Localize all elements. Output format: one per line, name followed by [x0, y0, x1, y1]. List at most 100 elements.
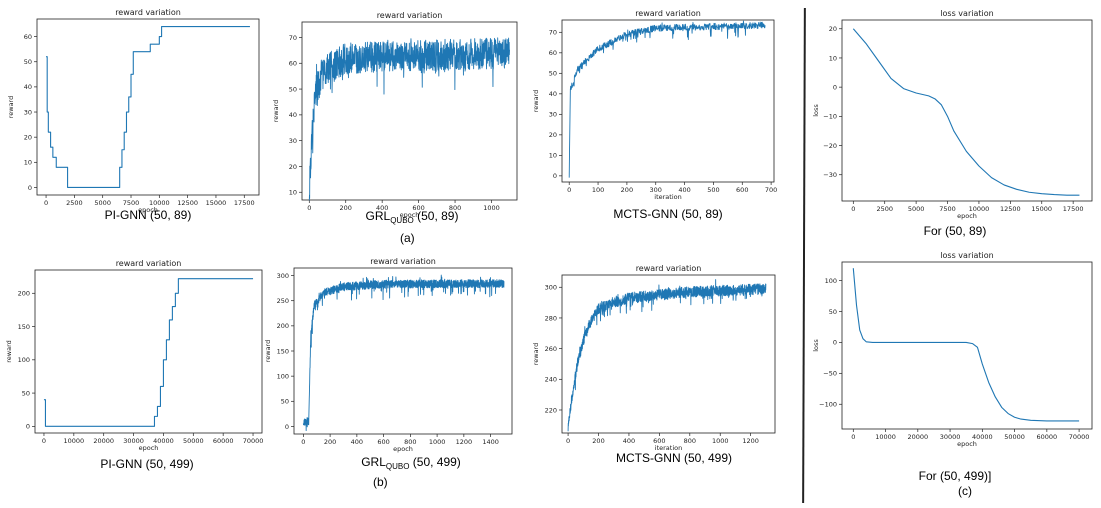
chart-caption: MCTS-GNN (50, 89) — [613, 207, 722, 221]
series-line — [568, 20, 766, 178]
chart-title: reward variation — [116, 259, 182, 268]
y-tick-label: −100 — [819, 401, 837, 409]
chart-title: reward variation — [635, 9, 701, 18]
x-tick-label: 300 — [650, 186, 662, 194]
x-tick-label: 50000 — [183, 437, 204, 445]
y-tick-label: 300 — [277, 272, 289, 280]
y-axis-label: reward — [532, 90, 540, 113]
y-tick-label: 100 — [277, 372, 289, 380]
x-tick-label: 600 — [412, 204, 424, 212]
x-tick-label: 800 — [404, 438, 416, 446]
caption-tail: (50, 89) — [413, 209, 459, 223]
y-tick-label: 0 — [833, 339, 837, 347]
x-axis-label: iteration — [654, 193, 681, 201]
x-tick-label: 40000 — [972, 433, 993, 441]
x-tick-label: 30000 — [123, 437, 144, 445]
caption-main: PI-GNN (50, 499) — [100, 457, 194, 471]
x-tick-label: 5000 — [908, 205, 925, 213]
y-tick-label: 60 — [24, 33, 32, 41]
x-tick-label: 1400 — [482, 438, 499, 446]
x-tick-label: 0 — [851, 205, 855, 213]
x-tick-label: 500 — [707, 186, 719, 194]
y-tick-label: 280 — [545, 314, 557, 322]
y-tick-label: 30 — [289, 137, 297, 145]
y-tick-label: 70 — [549, 29, 557, 37]
series-line — [852, 268, 1080, 422]
y-tick-label: 300 — [545, 284, 557, 292]
y-tick-label: 20 — [24, 133, 32, 141]
x-tick-label: 600 — [653, 437, 665, 445]
x-tick-label: 600 — [736, 186, 748, 194]
caption-main: MCTS-GNN (50, 89) — [613, 207, 723, 221]
plot-frame — [301, 21, 518, 201]
chart-b2: reward variation 0 200 400 600 800 1000 1200 140… — [258, 248, 528, 468]
x-tick-label: 20000 — [907, 433, 928, 441]
y-tick-label: 40 — [549, 90, 557, 98]
series-line — [46, 25, 250, 189]
caption-subscript: QUBO — [390, 216, 414, 225]
x-tick-label: 400 — [351, 438, 363, 446]
series-line — [43, 278, 254, 427]
x-tick-label: 600 — [377, 438, 389, 446]
x-tick-label: 400 — [623, 437, 635, 445]
y-tick-label: 0 — [285, 423, 289, 431]
x-tick-label: 10000 — [149, 199, 170, 207]
series-line — [302, 274, 505, 432]
x-tick-label: 0 — [307, 204, 311, 212]
x-axis-label: epoch — [139, 444, 159, 452]
y-tick-label: 200 — [18, 290, 30, 298]
x-tick-label: 10000 — [969, 205, 990, 213]
y-axis-label: loss — [812, 339, 820, 352]
y-axis-label: loss — [812, 104, 820, 117]
chart-caption: GRLQUBO (50, 499) — [361, 455, 461, 471]
x-tick-label: 0 — [42, 437, 46, 445]
y-tick-label: 40 — [289, 111, 297, 119]
x-tick-label: 1000 — [429, 438, 446, 446]
y-tick-label: 30 — [24, 108, 32, 116]
y-tick-label: 220 — [545, 406, 557, 414]
x-tick-label: 2500 — [66, 199, 83, 207]
chart-c2: loss variation 0 10000 20000 30000 40000 50000… — [812, 240, 1101, 480]
caption-main: For (50, 89) — [923, 224, 987, 238]
chart-a3: reward variation 0 100 200 300 400 500 600 700 0 1… — [525, 0, 795, 220]
y-tick-label: 0 — [26, 423, 30, 431]
chart-a2: reward variation 0 200 400 600 800 1000 10 20 30 4… — [262, 2, 532, 222]
x-tick-label: 0 — [566, 437, 570, 445]
x-tick-label: 50000 — [1004, 433, 1025, 441]
y-tick-label: 250 — [277, 297, 289, 305]
caption-tail: (50, 499) — [409, 455, 461, 469]
y-axis-label: reward — [272, 100, 280, 123]
x-tick-label: 20000 — [93, 437, 114, 445]
y-tick-label: 40 — [24, 83, 32, 91]
x-tick-label: 0 — [301, 438, 305, 446]
y-tick-label: 100 — [825, 277, 837, 285]
y-tick-label: 20 — [549, 131, 557, 139]
chart-caption: MCTS-GNN (50, 499) — [616, 451, 732, 465]
x-axis-label: iteration — [655, 444, 682, 452]
x-tick-label: 1000 — [712, 437, 729, 445]
chart-caption: PI-GNN (50, 89) — [105, 208, 192, 222]
y-tick-label: −20 — [823, 142, 837, 150]
row-a-label: (a) — [400, 231, 415, 245]
y-tick-label: 240 — [545, 376, 557, 384]
x-tick-label: 40000 — [153, 437, 174, 445]
x-tick-label: 70000 — [243, 437, 264, 445]
y-axis-label: reward — [5, 340, 13, 363]
x-tick-label: 7500 — [123, 199, 140, 207]
caption-main: For (50, 499)] — [918, 469, 992, 483]
plot-frame — [841, 19, 1093, 202]
row-b-label: (b) — [373, 475, 388, 489]
x-tick-label: 7500 — [939, 205, 956, 213]
y-tick-label: 10 — [289, 189, 297, 197]
y-tick-label: 70 — [289, 34, 297, 42]
y-tick-label: 20 — [289, 163, 297, 171]
x-tick-label: 100 — [592, 186, 604, 194]
x-tick-label: 60000 — [1036, 433, 1057, 441]
x-tick-label: 1000 — [483, 204, 500, 212]
x-tick-label: 200 — [324, 438, 336, 446]
y-tick-label: 150 — [277, 347, 289, 355]
chart-title: loss variation — [940, 251, 993, 260]
caption-main: MCTS-GNN (50, 499) — [615, 451, 733, 465]
x-tick-label: 17500 — [1063, 205, 1084, 213]
x-tick-label: 400 — [376, 204, 388, 212]
